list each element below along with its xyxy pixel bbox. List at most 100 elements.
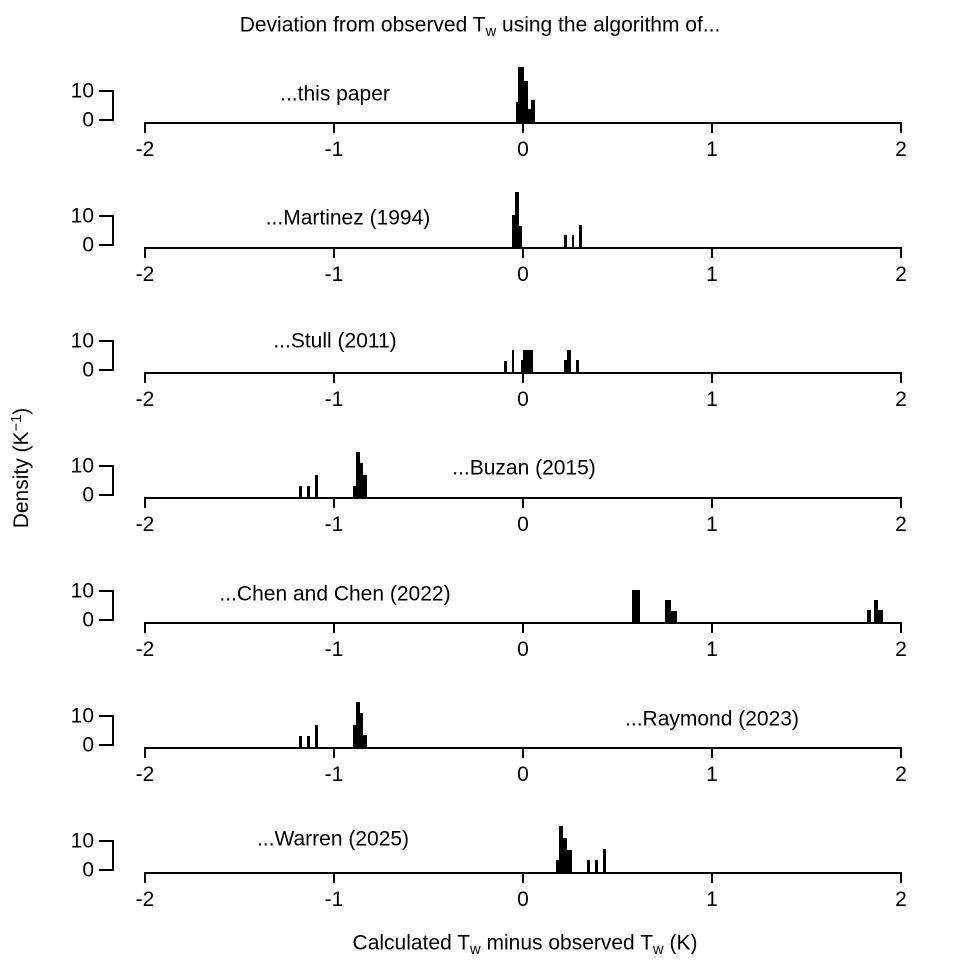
- title-subscript-w: w: [485, 24, 497, 41]
- x-tick-mark: [144, 622, 146, 633]
- x-tick-label: -1: [324, 638, 344, 661]
- x-tick-label: -1: [324, 888, 344, 911]
- x-tick-mark: [522, 747, 524, 758]
- x-tick-label: 1: [706, 763, 718, 786]
- x-tick-label: -1: [324, 763, 344, 786]
- y-tick-mark-10: [99, 715, 112, 717]
- x-tick-mark: [711, 247, 713, 258]
- x-tick-label: 2: [895, 888, 907, 911]
- histogram-bar: [363, 474, 368, 497]
- histogram-bar: [567, 349, 571, 372]
- x-tick-mark: [900, 622, 902, 633]
- y-axis-line: [112, 590, 114, 621]
- histogram-bar: [575, 360, 579, 372]
- y-tick-label-10: 10: [70, 579, 94, 603]
- panel-label: ...this paper: [280, 82, 390, 106]
- y-axis-line: [112, 340, 114, 371]
- x-tick-mark: [711, 497, 713, 508]
- x-tick-label: -1: [324, 513, 344, 536]
- y-tick-mark-0: [99, 869, 112, 871]
- x-tick-mark: [900, 872, 902, 883]
- y-tick-label-0: 0: [82, 483, 94, 507]
- histogram-bar: [527, 108, 531, 122]
- histogram-bar: [530, 99, 535, 122]
- x-tick-label: -1: [324, 388, 344, 411]
- title-text-2: using the algorithm of...: [496, 13, 721, 37]
- y-axis-title: Density (K−1): [9, 408, 33, 529]
- histogram-bar: [511, 214, 516, 247]
- y-tick-label-10: 10: [70, 204, 94, 228]
- histogram-bar: [523, 81, 528, 122]
- x-tick-mark: [900, 497, 902, 508]
- x-tick-mark: [333, 622, 335, 633]
- histogram-bar: [571, 235, 575, 247]
- x-axis-subscript-w2: w: [653, 942, 664, 959]
- histogram-bar: [299, 735, 303, 747]
- histogram-bar: [520, 360, 524, 372]
- x-tick-mark: [711, 622, 713, 633]
- x-tick-mark: [333, 497, 335, 508]
- x-tick-label: 1: [706, 513, 718, 536]
- x-tick-mark: [333, 872, 335, 883]
- histogram-bar: [563, 837, 568, 872]
- histogram-bar: [586, 859, 590, 872]
- histogram-bar: [515, 101, 519, 122]
- histogram-bar: [518, 66, 524, 122]
- x-tick-mark: [711, 372, 713, 383]
- histogram-bar: [356, 452, 361, 497]
- x-tick-label: 2: [895, 513, 907, 536]
- histogram-bar: [360, 462, 364, 497]
- y-axis-line: [112, 465, 114, 496]
- y-axis-line: [112, 840, 114, 871]
- x-tick-label: 1: [706, 388, 718, 411]
- y-tick-mark-10: [99, 90, 112, 92]
- y-axis-title-text-2: ): [9, 407, 33, 415]
- y-tick-mark-0: [99, 369, 112, 371]
- x-tick-mark: [711, 747, 713, 758]
- y-tick-label-10: 10: [70, 704, 94, 728]
- y-tick-label-0: 0: [82, 858, 94, 882]
- x-tick-label: 0: [517, 388, 529, 411]
- x-tick-label: 1: [706, 888, 718, 911]
- x-tick-label: 0: [517, 513, 529, 536]
- y-tick-label-0: 0: [82, 608, 94, 632]
- panel-label: ...Warren (2025): [256, 827, 410, 851]
- x-tick-mark: [144, 122, 146, 133]
- y-tick-mark-0: [99, 494, 112, 496]
- x-tick-label: 0: [517, 888, 529, 911]
- x-tick-label: -2: [135, 263, 155, 286]
- x-tick-mark: [144, 372, 146, 383]
- x-tick-label: -2: [135, 388, 155, 411]
- x-tick-mark: [900, 247, 902, 258]
- x-axis-title: Calculated Tw minus observed Tw (K): [353, 932, 698, 959]
- x-tick-label: -1: [324, 263, 344, 286]
- histogram-bar: [519, 225, 522, 247]
- x-tick-mark: [522, 497, 524, 508]
- y-tick-label-10: 10: [70, 454, 94, 478]
- histogram-bar: [352, 485, 357, 497]
- x-tick-label: 0: [517, 138, 529, 161]
- y-axis-line: [112, 215, 114, 246]
- x-tick-mark: [522, 247, 524, 258]
- x-tick-label: -1: [324, 138, 344, 161]
- y-tick-label-0: 0: [82, 233, 94, 257]
- y-tick-mark-10: [99, 215, 112, 217]
- histogram-bar: [504, 360, 507, 372]
- histogram-bar: [578, 224, 583, 247]
- y-axis-line: [112, 715, 114, 746]
- y-tick-mark-10: [99, 340, 112, 342]
- panel-label: ...Chen and Chen (2022): [219, 582, 451, 606]
- y-tick-mark-10: [99, 590, 112, 592]
- histogram-bar: [670, 610, 678, 622]
- panel-label: ...Stull (2011): [273, 329, 397, 353]
- y-tick-mark-0: [99, 244, 112, 246]
- histogram-bar: [564, 235, 568, 247]
- x-tick-label: 2: [895, 138, 907, 161]
- histogram-bar: [866, 609, 871, 622]
- y-tick-mark-0: [99, 744, 112, 746]
- y-tick-label-10: 10: [70, 829, 94, 853]
- panel-label: ...Buzan (2015): [452, 456, 596, 480]
- x-tick-mark: [333, 247, 335, 258]
- x-axis-title-text-3: (K): [663, 931, 698, 955]
